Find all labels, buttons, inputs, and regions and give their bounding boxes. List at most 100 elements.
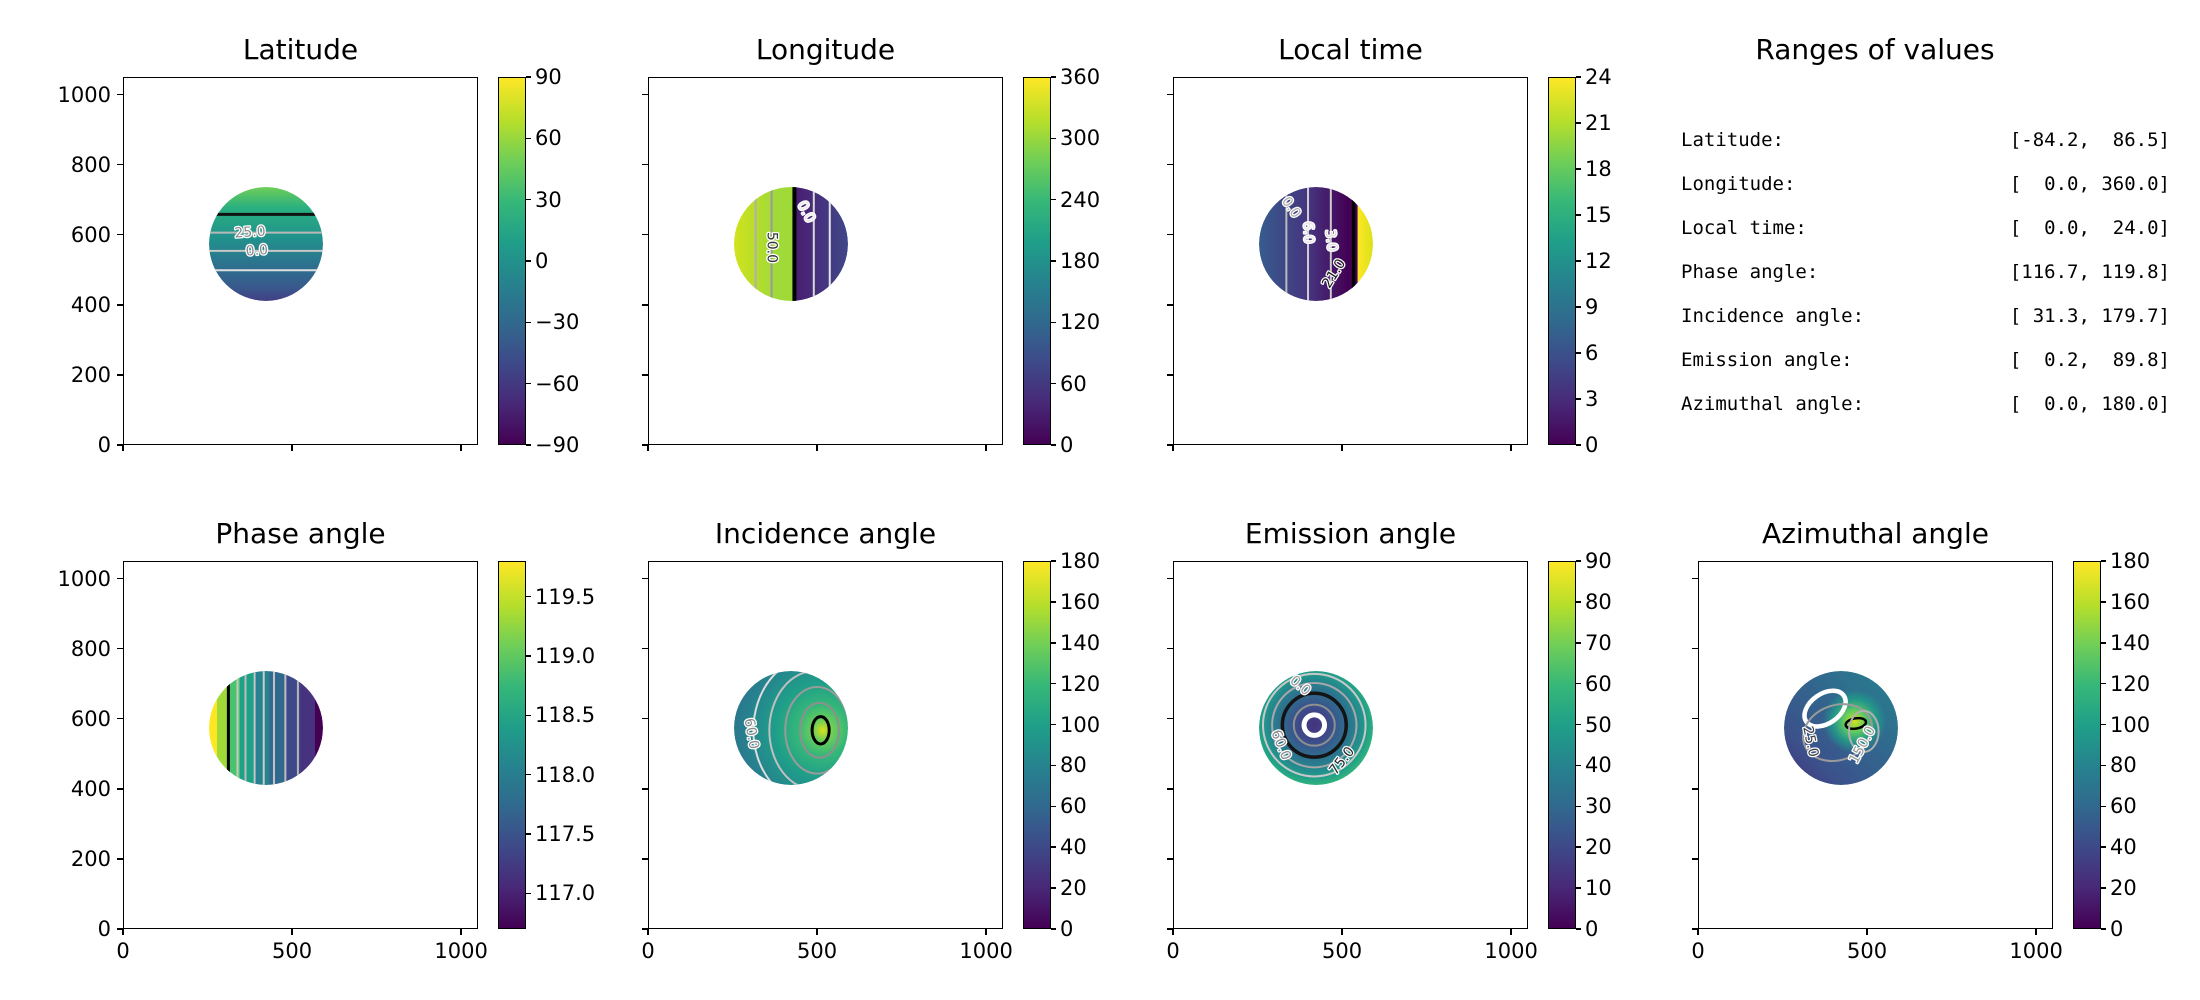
colorbar-tick-mark <box>526 137 531 140</box>
colorbar-tick-label: 180 <box>1060 249 1101 273</box>
contour-disk-phase-angle <box>209 671 323 785</box>
contour-label: 25.0 <box>234 224 266 242</box>
range-value: [116.7, 119.8] <box>2009 261 2170 283</box>
range-label: Azimuthal angle: <box>1681 393 1865 415</box>
y-tick-label: 400 <box>70 776 111 801</box>
colorbar-tick-label: 60 <box>2110 794 2137 819</box>
colorbar-tick-mark <box>1576 682 1581 685</box>
x-tick-label: 500 <box>272 939 313 963</box>
colorbar-tick-mark <box>1576 642 1581 644</box>
range-label: Phase angle: <box>1681 261 1819 283</box>
colorbar-tick-mark <box>1576 928 1581 930</box>
colorbar-tick-mark <box>526 321 531 324</box>
disk-group <box>734 187 848 301</box>
colorbar-tick-mark <box>1576 306 1581 308</box>
disk-fill <box>734 187 848 301</box>
x-tick-label: 0 <box>116 939 130 963</box>
range-row: Local time: [ 0.0, 24.0] <box>1681 206 2170 250</box>
y-tick-label: 200 <box>70 362 111 387</box>
range-row: Incidence angle: [ 31.3, 179.7] <box>1681 294 2170 338</box>
range-value: [ 0.0, 360.0] <box>2009 173 2170 195</box>
contour-line <box>1301 712 1328 738</box>
y-tick-label: 800 <box>70 636 111 661</box>
contour-line <box>784 685 848 775</box>
colorbar-tick-mark <box>1051 601 1056 603</box>
colorbar-tick-mark <box>2101 764 2106 767</box>
range-value: [ 0.2, 89.8] <box>2009 349 2170 371</box>
colorbar-tick-label: 20 <box>1585 835 1612 860</box>
colorbar-tick-mark <box>1576 805 1581 808</box>
colorbar-tick-label: 0 <box>1060 917 1074 941</box>
colorbar-tick-label: 100 <box>1060 712 1101 737</box>
colorbar-tick-mark <box>1576 260 1581 262</box>
plot-area: 60.0 <box>648 561 1003 929</box>
disk-group <box>1259 187 1373 301</box>
y-tick-mark <box>117 233 123 236</box>
y-tick-mark <box>117 577 123 580</box>
colorbar-tick-label: 60 <box>535 126 562 151</box>
y-tick-mark <box>117 788 123 790</box>
colorbar <box>1548 561 1576 929</box>
x-tick-label: 500 <box>797 939 838 963</box>
x-tick-mark <box>122 445 124 451</box>
y-tick-mark <box>117 163 123 166</box>
colorbar-tick-label: 30 <box>1585 794 1612 819</box>
x-tick-mark <box>1341 929 1343 935</box>
disk-fill <box>734 671 848 785</box>
y-tick-mark <box>1167 858 1173 860</box>
x-tick-mark <box>291 929 293 935</box>
colorbar-tick-mark <box>1051 76 1056 78</box>
colorbar-tick-mark <box>1576 168 1581 170</box>
y-tick-mark <box>1167 788 1173 790</box>
y-tick-mark <box>117 647 123 650</box>
colorbar-tick-mark <box>1051 723 1056 726</box>
plot-area: 50.0 0.0 <box>648 77 1003 445</box>
y-tick-mark <box>117 858 123 860</box>
colorbar-tick-label: 240 <box>1060 187 1101 212</box>
colorbar-tick-label: 80 <box>2110 753 2137 778</box>
y-tick-mark <box>1167 374 1173 376</box>
y-tick-mark <box>117 374 123 376</box>
disk-group <box>1259 671 1373 785</box>
contour-line <box>1292 703 1336 747</box>
colorbar-tick-mark <box>1576 122 1581 124</box>
y-tick-mark <box>117 717 123 720</box>
x-tick-label: 1000 <box>434 939 488 963</box>
colorbar-tick-mark <box>2101 805 2106 808</box>
colorbar-tick-label: 60 <box>1060 371 1087 396</box>
colorbar-tick-mark <box>1051 682 1056 685</box>
y-tick-mark <box>1167 577 1173 580</box>
x-tick-mark <box>2035 929 2037 935</box>
y-tick-label: 600 <box>70 222 111 247</box>
colorbar-tick-mark <box>526 833 531 835</box>
colorbar-tick-mark <box>526 444 531 446</box>
colorbar-tick-label: 60 <box>1585 671 1612 696</box>
colorbar-tick-label: −60 <box>535 371 580 396</box>
colorbar-tick-mark <box>1576 601 1581 603</box>
contour-label: 60.0 <box>741 717 762 750</box>
colorbar-tick-label: 119.5 <box>535 584 596 609</box>
x-tick-label: 1000 <box>1484 939 1538 963</box>
x-tick-mark <box>985 929 987 935</box>
y-tick-mark <box>1167 163 1173 166</box>
colorbar-tick-mark <box>1051 444 1056 446</box>
disk-group <box>209 187 323 301</box>
y-tick-mark <box>1167 233 1173 236</box>
y-tick-label: 0 <box>97 433 111 457</box>
panel-title: Incidence angle <box>714 517 937 550</box>
y-tick-mark <box>1167 717 1173 720</box>
range-row: Longitude: [ 0.0, 360.0] <box>1681 162 2170 206</box>
colorbar-tick-label: 0 <box>1060 433 1074 457</box>
contour-label: 50.0 <box>764 232 780 263</box>
y-tick-mark <box>642 374 648 376</box>
contour-line <box>752 671 848 785</box>
colorbar-tick-mark <box>526 260 531 262</box>
ranges-rows: Latitude: [-84.2, 86.5] Longitude: [ 0.0… <box>1681 118 2170 426</box>
colorbar <box>1548 77 1576 445</box>
colorbar-tick-label: 9 <box>1585 295 1599 319</box>
